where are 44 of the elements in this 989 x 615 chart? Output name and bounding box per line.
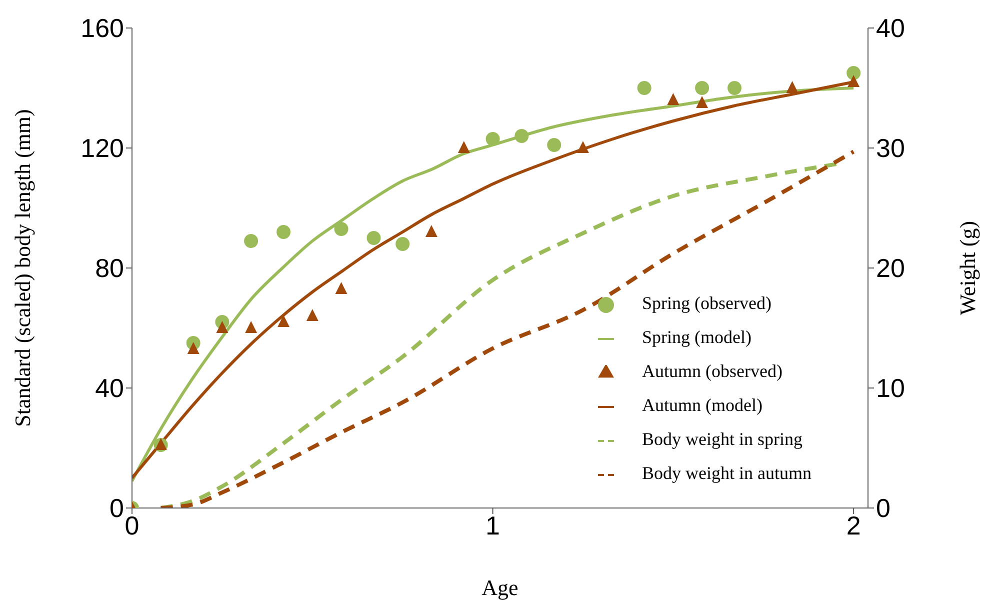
point [276,225,291,239]
legend-label: Autumn (model) [642,395,762,415]
y2-tick-label: 10 [876,373,905,404]
x-axis-title: Age [482,575,518,600]
legend-label: Spring (model) [642,327,752,347]
legend-label: Body weight in autumn [642,463,812,483]
x-tick-label: 1 [486,510,500,540]
y2-tick-label: 30 [876,133,905,164]
point [728,81,742,95]
point [334,222,348,236]
y2-axis-title: Weight (g) [954,220,980,316]
y-tick-label: 160 [80,13,124,44]
point [278,315,290,327]
point [637,81,652,95]
y2-tick-label: 20 [876,253,905,284]
point [187,342,200,354]
point [244,234,258,248]
point [786,81,798,93]
point [514,129,529,143]
point [576,141,589,153]
point [245,321,258,333]
point [216,321,228,333]
legend-label: Spring (observed) [642,293,772,313]
point [458,141,470,153]
legend-label: Autumn (observed) [642,361,782,381]
point [667,93,680,105]
point [695,81,710,95]
point [547,138,562,152]
y-tick-label: 80 [95,253,124,284]
point [848,75,860,87]
x-tick-label: 2 [846,510,861,540]
point [335,282,348,294]
point [696,96,708,108]
point [486,132,500,146]
point [306,309,318,321]
y2-tick-label: 40 [876,13,905,44]
y-tick-label: 40 [95,373,124,404]
y-axis-title: Standard (scaled) body length (mm) [10,109,35,427]
point [425,225,438,237]
point [366,231,381,245]
point [396,237,410,251]
y-tick-label: 120 [80,133,124,164]
legend-label: Body weight in spring [642,429,802,449]
point [846,66,861,80]
